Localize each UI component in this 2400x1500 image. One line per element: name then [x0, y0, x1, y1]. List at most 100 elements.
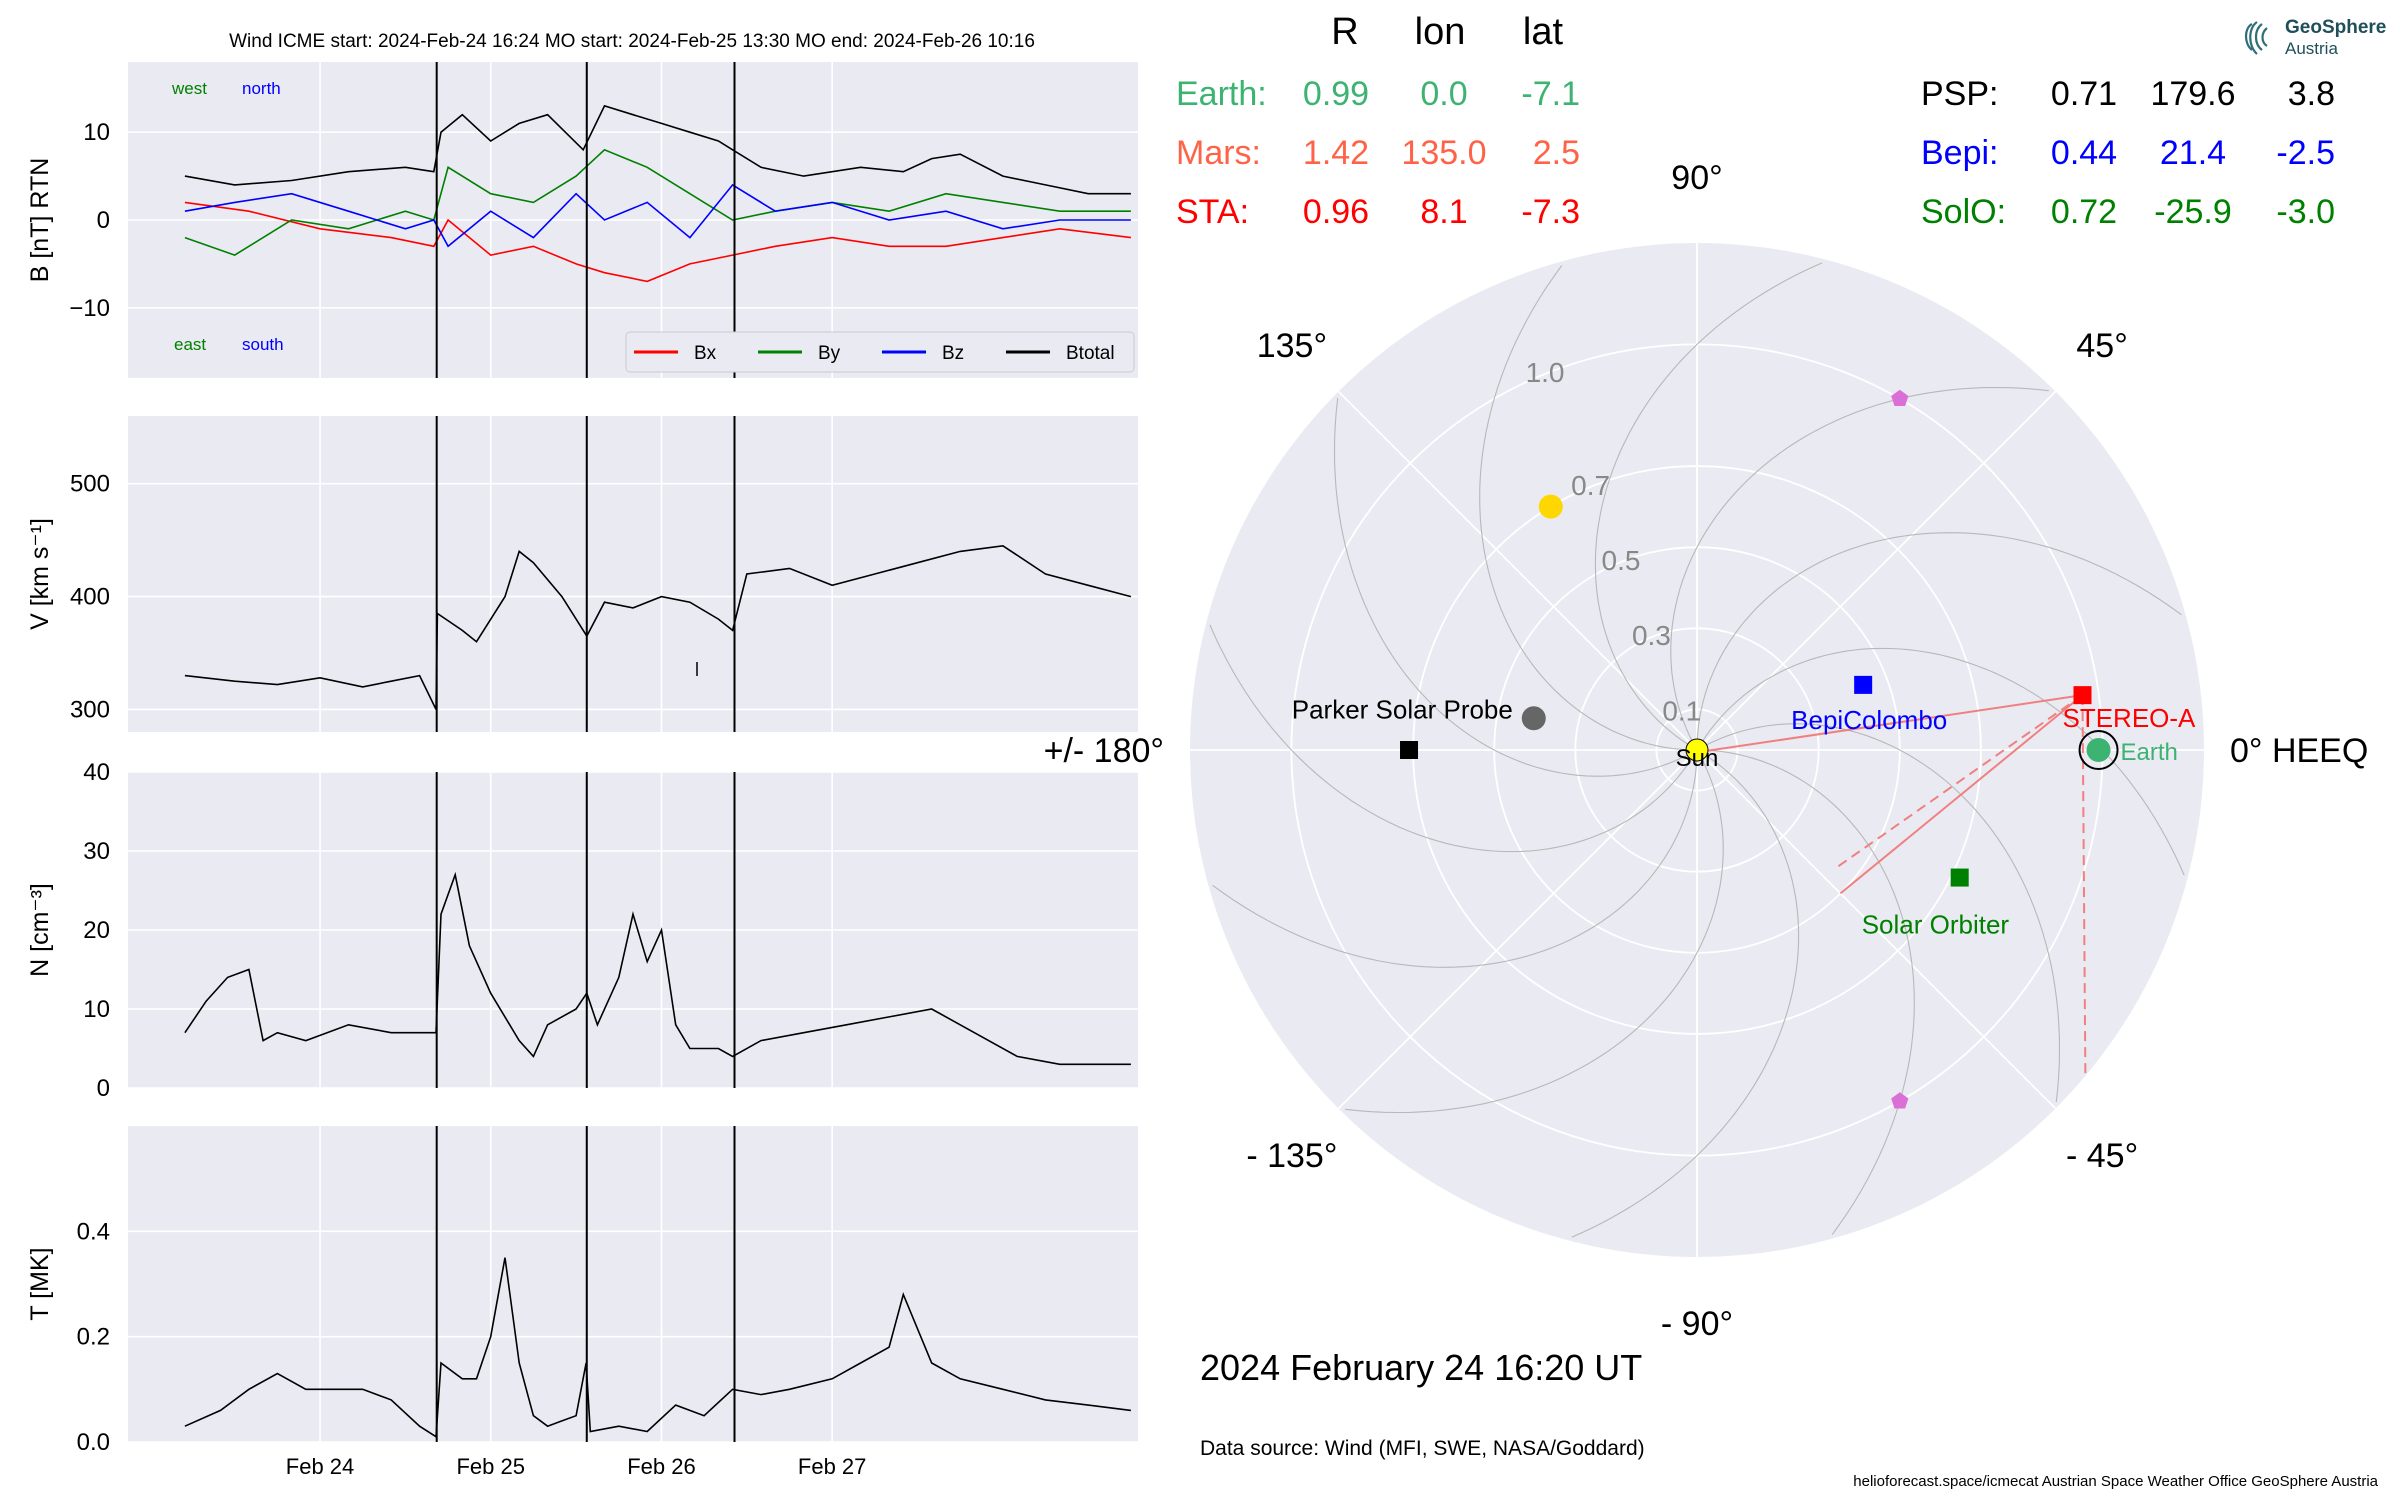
table-row-left: Mars: 1.42 135.0 2.5 [1176, 134, 1580, 172]
theta-grid-line [1337, 749, 1698, 1110]
table-row-left: STA: 0.96 8.1 -7.3 [1176, 193, 1580, 231]
angle-label: - 45° [2066, 1137, 2138, 1175]
row-lon: 135.0 [1401, 134, 1486, 172]
y-axis-label: B [nT] RTN [26, 158, 54, 283]
x-tick-label: Feb 25 [456, 1454, 525, 1479]
row-name: SolO: [1921, 193, 2006, 231]
label-sun: Sun [1676, 745, 1719, 772]
angle-label: 45° [2076, 327, 2127, 365]
row-lon: -25.9 [2154, 193, 2232, 231]
panel-B: 10 0 −10 B [nT] RTN west north east south Bx By Bz… [26, 62, 1138, 378]
parker-spiral [1209, 624, 1694, 853]
label-bepicolombo: BepiColombo [1791, 705, 1947, 735]
legend-label: Btotal [1066, 343, 1115, 364]
angle-label: 0° HEEQ [2230, 732, 2368, 770]
label-solar-orbiter: Solar Orbiter [1862, 910, 2010, 940]
table-row-left: Earth: 0.99 0.0 -7.1 [1176, 75, 1580, 113]
parker-spiral [1212, 758, 1698, 968]
legend-label: By [818, 343, 841, 364]
row-lat: 2.5 [1533, 134, 1580, 172]
row-r: 0.71 [2051, 75, 2117, 113]
row-name: Bepi: [1921, 134, 1999, 172]
panel-V: 500 400 300 V [km s⁻¹] [26, 416, 1138, 732]
timeseries-panels: 10 0 −10 B [nT] RTN west north east south Bx By Bz… [26, 62, 1138, 1479]
row-name: Mars: [1176, 134, 1261, 172]
marker-solar-orbiter [1950, 868, 1969, 887]
logo-line2: Austria [2285, 39, 2338, 58]
geosphere-logo-icon [2244, 21, 2268, 55]
y-tick-label: 400 [70, 584, 110, 611]
marker-venus [1538, 494, 1563, 519]
x-tick-label: Feb 27 [798, 1454, 867, 1479]
theta-grid-line [1696, 749, 2057, 1110]
legend-box [625, 331, 1135, 373]
row-r: 0.44 [2051, 134, 2117, 172]
y-tick-label: 0 [97, 207, 110, 234]
row-lat: -7.1 [1521, 75, 1580, 113]
y-axis-label: N [cm⁻³] [26, 883, 54, 977]
connection-line [1839, 694, 2084, 895]
series-T [184, 1257, 1131, 1439]
y-tick-label: 0 [97, 1075, 110, 1102]
label-parker-solar-probe: Parker Solar Probe [1292, 694, 1513, 724]
sta-connection-lines [1704, 694, 2087, 1076]
theta-grid-line [1696, 390, 2057, 751]
marker-parker-solar-probe [1521, 706, 1546, 731]
row-lat: 3.8 [2288, 75, 2335, 113]
r-tick-label: 0.7 [1571, 470, 1610, 501]
table-row-right: SolO: 0.72 -25.9 -3.0 [1921, 193, 2335, 231]
y-tick-label: 10 [83, 119, 110, 146]
series-Btotal [184, 104, 1131, 195]
series-Bz [184, 183, 1131, 248]
datetime-label: 2024 February 24 16:20 UT [1200, 1347, 1642, 1388]
table-row-right: PSP: 0.71 179.6 3.8 [1921, 75, 2335, 113]
r-tick-label: 0.1 [1662, 695, 1701, 726]
row-r: 0.72 [2051, 193, 2117, 231]
series-By [184, 148, 1131, 256]
r-tick-label: 0.5 [1602, 545, 1641, 576]
parker-spiral [1345, 756, 1724, 1114]
marker-earth [2086, 738, 2111, 762]
table-header: lat [1523, 11, 1564, 53]
label-earth: Earth [2121, 739, 2178, 766]
legend-label: Bx [694, 343, 717, 364]
y-tick-label: 0.0 [77, 1429, 110, 1456]
annotation-north: north [242, 79, 281, 98]
series-N [184, 871, 1131, 1066]
parker-spiral [1333, 398, 1691, 777]
marker-mars [1400, 741, 1419, 759]
parker-spiral [1696, 532, 2182, 742]
parker-spiral [1705, 749, 1915, 1235]
theta-grid-line [1337, 390, 1698, 751]
parker-spirals [1209, 262, 2185, 1238]
angle-label: - 135° [1246, 1137, 1337, 1175]
connection-line [1704, 694, 2083, 753]
panel-background [128, 416, 1138, 732]
annotation-east: east [174, 335, 206, 354]
y-tick-label: 0.2 [77, 1324, 110, 1351]
legend-label: Bz [942, 343, 964, 364]
r-tick-label: 1.0 [1526, 357, 1565, 388]
row-name: PSP: [1921, 75, 1998, 113]
y-tick-label: 300 [70, 696, 110, 723]
legend: Bx By Bz Btotal [625, 331, 1135, 373]
row-lon: 21.4 [2160, 134, 2226, 172]
angle-label: 90° [1671, 159, 1722, 197]
row-lat: -3.0 [2276, 193, 2335, 231]
y-tick-label: 40 [83, 759, 110, 786]
series-Bx [184, 201, 1131, 283]
parker-spiral [1479, 265, 1689, 751]
angle-label: - 90° [1661, 1305, 1733, 1343]
marker-l4 [1891, 389, 1909, 406]
y-axis-label: T [MK] [26, 1247, 54, 1320]
angle-label: 135° [1257, 327, 1327, 365]
row-r: 1.42 [1303, 134, 1369, 172]
earth-ring [2078, 730, 2119, 770]
marker-l5 [1891, 1092, 1909, 1109]
angle-label: +/- 180° [1044, 732, 1164, 770]
row-r: 0.99 [1303, 75, 1369, 113]
label-stereo-a: STEREO-A [2062, 703, 2196, 733]
y-tick-label: 500 [70, 471, 110, 498]
